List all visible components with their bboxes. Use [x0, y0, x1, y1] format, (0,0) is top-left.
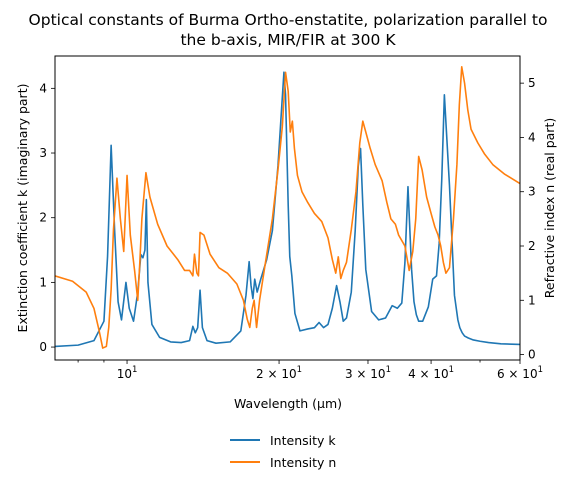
plot-area: [55, 66, 520, 349]
y-right-tick-label: 2: [528, 239, 536, 253]
chart-title-line-1: Optical constants of Burma Ortho-enstati…: [29, 11, 548, 29]
legend-label-n: Intensity n: [270, 455, 336, 470]
y-left-tick-label: 0: [39, 340, 47, 354]
y-left-tick-label: 1: [39, 275, 47, 289]
y-axis-left-label: Extinction coefficient k (imaginary part…: [15, 84, 30, 333]
y-right-tick-label: 3: [528, 185, 536, 199]
legend-label-k: Intensity k: [270, 433, 336, 448]
y-axis-left: 0 1 2 3 4: [39, 81, 55, 354]
series-line-n: [55, 66, 520, 349]
x-tick-label: 4 × 101: [408, 365, 454, 381]
x-tick-label: 6 × 101: [497, 365, 543, 381]
x-tick-label: 101: [117, 365, 138, 381]
plot-frame: [54, 55, 521, 361]
y-right-tick-label: 5: [528, 76, 536, 90]
x-tick-label: 3 × 101: [345, 365, 391, 381]
y-axis-right-label: Refractive index n (real part): [542, 118, 557, 298]
y-axis-right: 0 1 2 3 4 5: [520, 76, 536, 362]
chart-title-line-2: the b-axis, MIR/FIR at 300 K: [180, 31, 396, 49]
y-left-tick-label: 4: [39, 81, 47, 95]
y-right-tick-label: 0: [528, 348, 536, 362]
series-line-k: [55, 71, 520, 348]
x-axis: 101 2 × 101 3 × 101 4 × 101 6 × 101: [77, 360, 543, 381]
y-right-tick-label: 4: [528, 130, 536, 144]
x-tick-label: 2 × 101: [256, 365, 302, 381]
legend: Intensity k Intensity n: [230, 433, 336, 470]
y-left-tick-label: 3: [39, 146, 47, 160]
x-axis-label: Wavelength (μm): [234, 396, 342, 411]
y-right-tick-label: 1: [528, 293, 536, 307]
y-left-tick-label: 2: [39, 211, 47, 225]
